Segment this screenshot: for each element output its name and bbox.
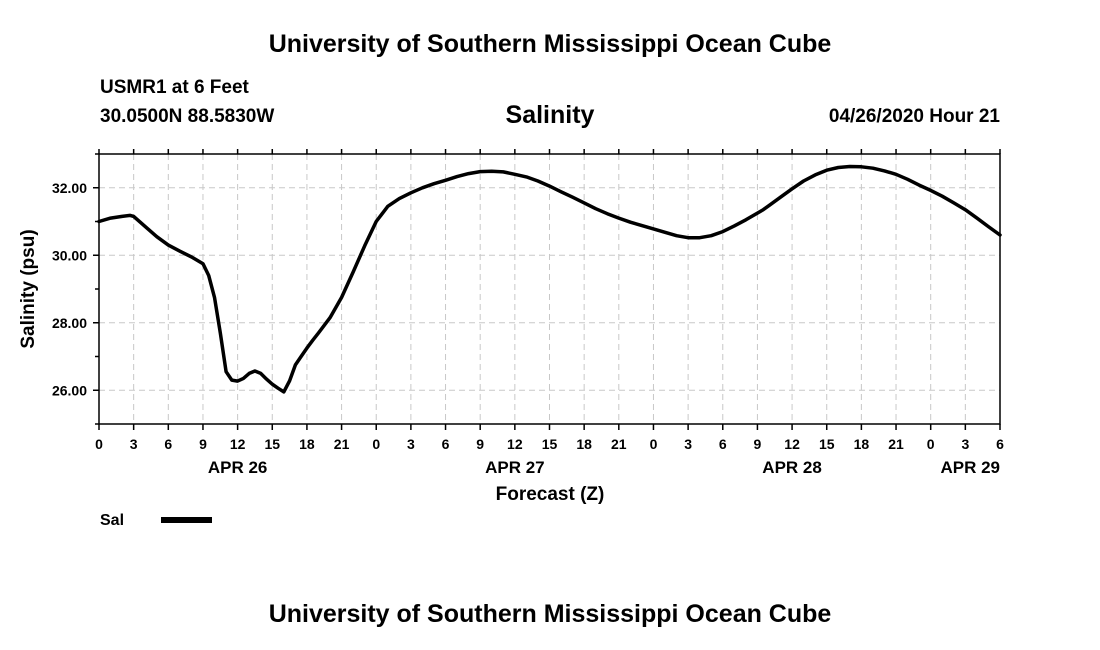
x-tick-label: 15 xyxy=(542,436,558,452)
x-tick-label: 0 xyxy=(372,436,380,452)
x-tick-label: 3 xyxy=(130,436,138,452)
x-tick-label: 15 xyxy=(264,436,280,452)
x-tick-label: 6 xyxy=(996,436,1004,452)
x-tick-label: 9 xyxy=(199,436,207,452)
y-tick-label: 32.00 xyxy=(52,180,87,196)
x-axis-label: Forecast (Z) xyxy=(496,484,605,505)
date-label: APR 26 xyxy=(208,458,268,477)
chart-title: Salinity xyxy=(505,101,595,129)
x-tick-label: 0 xyxy=(95,436,103,452)
grid xyxy=(99,154,1000,424)
station-label: USMR1 at 6 Feet xyxy=(100,77,249,98)
x-tick-label: 18 xyxy=(299,436,315,452)
series-layer xyxy=(97,164,1002,394)
date-label: APR 29 xyxy=(940,458,1000,477)
x-tick-label: 3 xyxy=(961,436,969,452)
x-tick-label: 21 xyxy=(334,436,350,452)
x-tick-label: 6 xyxy=(164,436,172,452)
coordinates-label: 30.0500N 88.5830W xyxy=(100,106,275,127)
date-label: 04/26/2020 Hour 21 xyxy=(828,106,1000,127)
y-tick-label: 28.00 xyxy=(52,315,87,331)
x-tick-label: 12 xyxy=(507,436,523,452)
x-tick-label: 0 xyxy=(650,436,658,452)
axes: 0 3 6 9 12 15 18 21 0 3 6 9 12 15 18 21 0 3 6 9 12 15 18 21 0 3 6 2… xyxy=(52,149,1004,477)
page-title: University of Southern Mississippi Ocean… xyxy=(268,30,832,58)
x-tick-label: 6 xyxy=(719,436,727,452)
x-tick-label: 12 xyxy=(230,436,246,452)
y-tick-label: 26.00 xyxy=(52,382,87,398)
x-tick-label: 6 xyxy=(442,436,450,452)
x-tick-label: 3 xyxy=(684,436,692,452)
x-tick-label: 0 xyxy=(927,436,935,452)
legend: Sal xyxy=(100,512,212,529)
x-tick-label: 9 xyxy=(476,436,484,452)
legend-label-sal: Sal xyxy=(100,512,124,529)
x-tick-label: 21 xyxy=(888,436,904,452)
y-tick-label: 30.00 xyxy=(52,247,87,263)
x-tick-label: 9 xyxy=(754,436,762,452)
date-label: APR 27 xyxy=(485,458,545,477)
footer-title: University of Southern Mississippi Ocean… xyxy=(268,600,832,628)
x-tick-label: 18 xyxy=(854,436,870,452)
y-axis-label: Salinity (psu) xyxy=(18,229,39,348)
date-label: APR 28 xyxy=(762,458,822,477)
series-line-sal xyxy=(97,164,1002,394)
x-tick-label: 18 xyxy=(576,436,592,452)
x-tick-label: 15 xyxy=(819,436,835,452)
x-tick-label: 3 xyxy=(407,436,415,452)
x-tick-label: 12 xyxy=(784,436,800,452)
x-tick-label: 21 xyxy=(611,436,627,452)
